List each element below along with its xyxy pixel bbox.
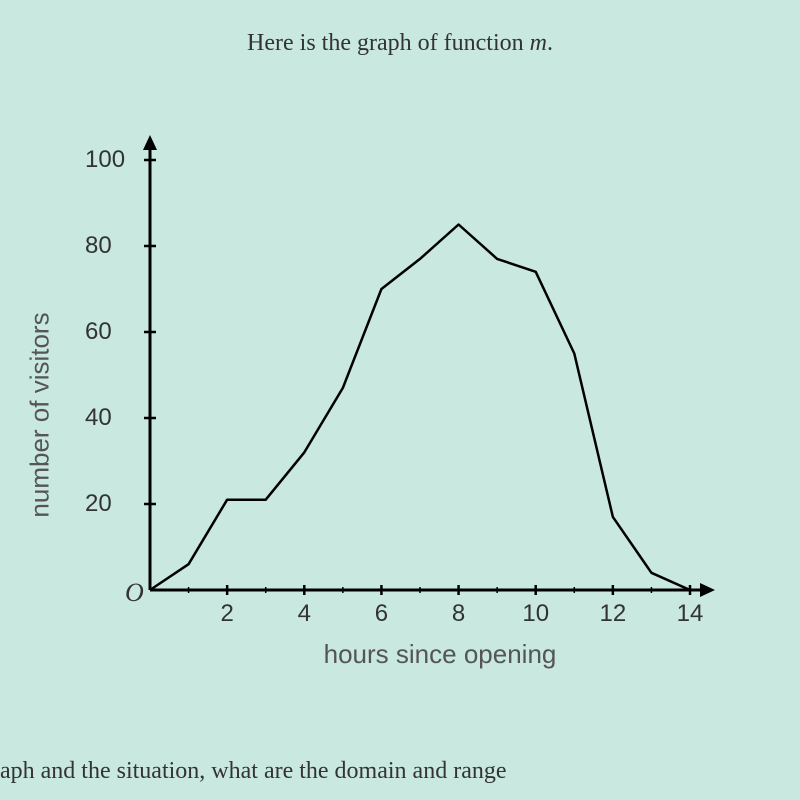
y-tick-label: 80 [85, 232, 112, 260]
x-tick-label: 12 [599, 600, 626, 628]
x-tick-label: 8 [452, 600, 465, 628]
y-tick-label: 20 [85, 490, 112, 518]
x-tick-label: 6 [375, 600, 388, 628]
chart-svg [130, 140, 710, 620]
title-suffix: . [547, 30, 553, 56]
bottom-partial-text: aph and the situation, what are the doma… [0, 758, 507, 785]
title-variable: m [530, 30, 547, 56]
plot-area [150, 160, 730, 590]
x-tick-label: 10 [522, 600, 549, 628]
x-axis-label: hours since opening [324, 639, 557, 670]
chart-container: number of visitors O hours since opening… [50, 140, 750, 690]
y-tick-label: 100 [85, 146, 125, 174]
x-tick-label: 4 [298, 600, 311, 628]
page-title: Here is the graph of function m. [0, 0, 800, 57]
y-tick-label: 40 [85, 404, 112, 432]
y-axis-label: number of visitors [25, 312, 56, 517]
origin-label: O [125, 578, 144, 608]
y-tick-label: 60 [85, 318, 112, 346]
title-prefix: Here is the graph of function [247, 30, 530, 56]
x-tick-label: 2 [220, 600, 233, 628]
x-tick-label: 14 [677, 600, 704, 628]
